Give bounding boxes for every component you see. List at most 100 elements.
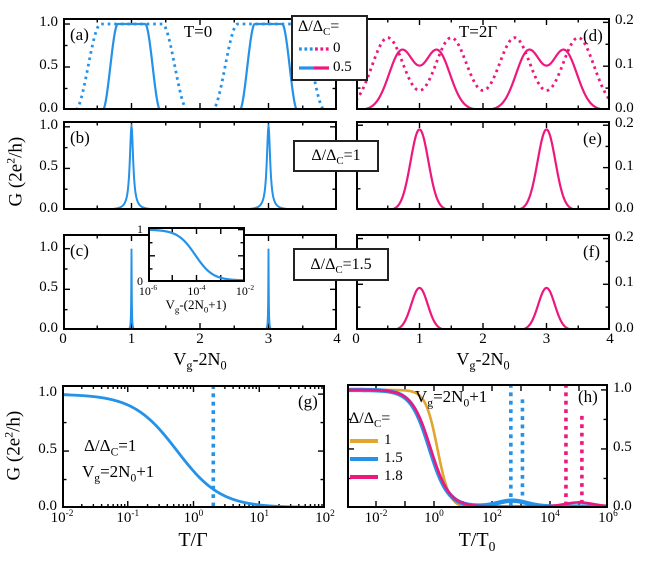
tick-label: 0.5 <box>38 441 57 458</box>
tick-label: 1.0 <box>39 238 58 255</box>
legend-h-item-1.5: 1.5 <box>349 451 403 466</box>
legend-h-orange-line-icon <box>350 438 378 443</box>
tick-label: 0.2 <box>615 12 634 29</box>
x-axis-title-h: T/T0 <box>458 529 496 554</box>
row-label-delta-1.5: Δ/ΔC=1.5 <box>293 248 389 281</box>
x-axis-title-g: T/Γ <box>178 529 208 551</box>
tick-label: 2 <box>479 331 487 347</box>
tick-label: 0.0 <box>615 100 634 116</box>
panel-letter-b: (b) <box>70 128 90 147</box>
x-axis-title-right: Vg-2N0 <box>456 349 510 373</box>
tick-label: 0.5 <box>613 438 632 455</box>
legend-dotted-line-icon <box>299 47 329 51</box>
series-delta-ratio-1.8 <box>347 388 609 508</box>
tick-label: 0 <box>59 331 67 347</box>
legend-title: Δ/ΔC= <box>298 18 340 39</box>
panel-letter-a: (a) <box>70 25 89 44</box>
row-label-delta-1: Δ/ΔC=1 <box>293 140 379 172</box>
tick-label: 1.0 <box>613 379 632 396</box>
tick-label: 10-4 <box>187 283 206 298</box>
plot-g <box>61 385 326 509</box>
tick-label: 1.0 <box>38 384 57 401</box>
tick-label: 0.5 <box>39 279 58 296</box>
tick-label: 3 <box>264 331 273 347</box>
plot-h <box>346 384 609 510</box>
plot-e <box>355 121 611 212</box>
tick-label: 10-2 <box>364 509 388 526</box>
panel-letter-d: (d) <box>583 26 603 45</box>
panel-letter-e: (e) <box>583 129 602 148</box>
tick-label: 0.0 <box>39 100 58 116</box>
tick-label: 0.0 <box>613 498 632 514</box>
panel-letter-f: (f) <box>583 242 600 261</box>
panel-g <box>61 385 326 509</box>
legend-h-blue-line-icon <box>350 456 378 461</box>
legend-box: Δ/ΔC= 0 0.5 <box>291 15 368 82</box>
legend-item-solid: 0.5 <box>298 59 364 76</box>
legend-h-item-1.8: 1.8 <box>349 469 403 484</box>
x-axis-title-left: Vg-2N0 <box>173 349 227 373</box>
tick-label: 4 <box>333 331 341 347</box>
tick-label: 100 <box>424 509 444 526</box>
panel-letter-h: (h) <box>578 387 598 406</box>
tick-label: 0.5 <box>39 57 58 73</box>
tick-label: 0 <box>352 331 360 347</box>
tick-label: 0.2 <box>615 115 634 132</box>
g-annotation-vg: Vg=2N0+1 <box>82 462 155 485</box>
legend-h-magenta-line-icon <box>350 474 378 479</box>
tick-label: 0.0 <box>38 498 57 514</box>
tick-label: 1.0 <box>39 116 58 133</box>
series-inset-lineshape <box>147 228 245 282</box>
tick-label: 0.1 <box>615 274 634 291</box>
series-delta-ratio-0.5 <box>355 48 611 112</box>
tick-label: 0.0 <box>39 320 58 336</box>
inset-x-axis-title: Vg-(2N0+1) <box>165 297 227 315</box>
tick-label: 2 <box>196 331 204 347</box>
y-axis-title-g: G (2e2/h) <box>2 381 25 511</box>
tick-label: 101 <box>249 509 270 526</box>
g-annotation-delta: Δ/ΔC=1 <box>84 436 137 459</box>
y-axis-title-top: G (2e2/h) <box>4 107 27 237</box>
tick-label: 10-2 <box>50 509 74 526</box>
tick-label: 0.2 <box>615 228 634 245</box>
legend-solid-line-icon <box>299 66 329 70</box>
legend-h-title: Δ/ΔC= <box>349 410 391 431</box>
tick-label: 0.1 <box>615 157 634 174</box>
series-delta-ratio-0 <box>354 36 612 102</box>
tick-label: 100 <box>183 509 204 526</box>
panel-h <box>346 384 609 510</box>
legend-label-05: 0.5 <box>333 59 352 76</box>
panel-e <box>355 121 611 212</box>
y-axis-title-sup: 2 <box>4 157 18 164</box>
tick-label: 4 <box>606 331 614 347</box>
tick-label: 10-1 <box>116 509 140 526</box>
h-annotation-vg: Vg=2N0+1 <box>415 387 488 410</box>
series-delta-ratio-1 <box>356 128 610 212</box>
plot-inset <box>147 227 246 283</box>
y-axis-title-text: G (2e <box>5 163 27 207</box>
y-axis-title-text: G (2e <box>3 437 25 481</box>
tick-label: 102 <box>482 509 502 526</box>
panel-letter-g: (g) <box>298 392 318 411</box>
y-axis-title-text2: /h) <box>5 136 27 158</box>
tick-label: 10-6 <box>138 283 158 298</box>
tick-label: 3 <box>542 331 551 347</box>
tick-label: 10-2 <box>235 283 255 298</box>
tick-label: 0.0 <box>39 200 58 216</box>
panel-inset <box>147 227 246 283</box>
tick-label: 1 <box>137 221 143 236</box>
panel-letter-c: (c) <box>70 241 89 260</box>
y-axis-title-text2: /h) <box>3 410 25 432</box>
panel-d-title: T=2Γ <box>458 22 498 41</box>
plot-f <box>355 234 611 332</box>
tick-label: 0.0 <box>615 320 634 336</box>
tick-label: 0 <box>137 274 143 288</box>
legend-h-item-1: 1 <box>349 433 403 448</box>
tick-label: 106 <box>598 509 618 526</box>
y-axis-title-sup: 2 <box>2 431 16 438</box>
tick-label: 1 <box>415 331 424 347</box>
legend-label-0: 0 <box>333 40 341 57</box>
tick-label: 104 <box>540 509 560 526</box>
legend-h: Δ/ΔC= 1 1.5 1.8 <box>349 410 403 484</box>
